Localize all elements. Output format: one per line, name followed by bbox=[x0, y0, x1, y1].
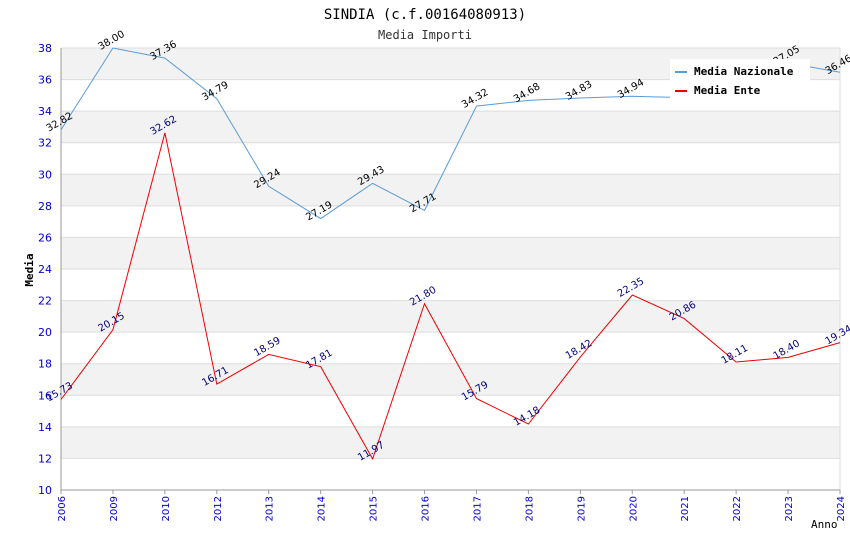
legend-label-nazionale: Media Nazionale bbox=[694, 65, 794, 78]
background-band bbox=[61, 174, 840, 206]
data-label: 18.40 bbox=[772, 338, 802, 362]
background-band bbox=[61, 300, 840, 333]
x-tick-label: 2021 bbox=[680, 496, 691, 521]
y-tick-label: 22 bbox=[38, 295, 52, 308]
series-line-ente bbox=[60, 132, 841, 461]
y-tick-labels: 10 12 14 16 18 20 22 24 26 28 30 32 34 36 38 bbox=[38, 42, 52, 497]
x-tick-label: 2022 bbox=[732, 496, 743, 521]
data-label: 14.18 bbox=[512, 405, 542, 429]
data-label: 34.79 bbox=[200, 80, 230, 104]
plot-background-bands bbox=[61, 48, 840, 459]
data-label: 34.68 bbox=[512, 81, 542, 105]
x-tick-label: 2017 bbox=[472, 496, 483, 521]
x-tick-label: 2014 bbox=[317, 496, 328, 521]
x-tick-label: 2023 bbox=[784, 496, 795, 521]
x-tick-label: 2019 bbox=[576, 496, 587, 521]
y-tick-label: 32 bbox=[38, 137, 52, 150]
y-tick-label: 18 bbox=[38, 358, 52, 371]
x-tick-label: 2018 bbox=[524, 496, 535, 521]
y-tick-label: 38 bbox=[38, 42, 52, 55]
data-label: 34.94 bbox=[616, 77, 646, 101]
y-tick-label: 10 bbox=[38, 484, 52, 497]
y-tick-label: 12 bbox=[38, 452, 52, 465]
data-label: 34.32 bbox=[460, 87, 490, 111]
data-label: 18.11 bbox=[720, 343, 750, 367]
legend-label-ente: Media Ente bbox=[694, 84, 761, 97]
background-band bbox=[61, 426, 840, 459]
chart-title: SINDIA (c.f.00164080913) bbox=[324, 7, 526, 23]
background-band bbox=[61, 237, 840, 269]
x-tick-label: 2006 bbox=[57, 496, 68, 521]
background-band bbox=[61, 111, 840, 143]
x-tick-label: 2024 bbox=[836, 496, 847, 521]
x-tick-label: 2016 bbox=[421, 496, 432, 521]
legend-box bbox=[670, 59, 810, 101]
y-tick-label: 34 bbox=[38, 105, 52, 118]
background-band bbox=[61, 363, 840, 396]
y-tick-label: 14 bbox=[38, 421, 52, 434]
chart-subtitle: Media Importi bbox=[378, 28, 472, 42]
x-tick-labels: 2006 2009 2010 2012 2013 2014 2015 2016 2017 2018… bbox=[57, 490, 847, 521]
data-label: 15.73 bbox=[45, 380, 75, 404]
x-tick-label: 2013 bbox=[265, 496, 276, 521]
x-tick-label: 2020 bbox=[628, 496, 639, 521]
y-tick-label: 30 bbox=[38, 168, 52, 181]
y-tick-label: 16 bbox=[38, 389, 52, 402]
x-tick-label: 2012 bbox=[213, 496, 224, 521]
gridlines bbox=[61, 47, 841, 491]
data-label: 34.83 bbox=[564, 79, 594, 103]
y-tick-label: 24 bbox=[38, 263, 52, 276]
y-tick-label: 36 bbox=[38, 74, 52, 87]
y-axis-label: Media bbox=[23, 253, 36, 286]
y-tick-label: 28 bbox=[38, 200, 52, 213]
x-tick-label: 2009 bbox=[109, 496, 120, 521]
x-tick-label: 2010 bbox=[161, 496, 172, 521]
y-tick-label: 26 bbox=[38, 231, 52, 244]
y-tick-label: 20 bbox=[38, 326, 52, 339]
legend: Media Nazionale Media Ente bbox=[670, 59, 810, 101]
x-tick-label: 2015 bbox=[369, 496, 380, 521]
x-axis-label: Anno bbox=[811, 518, 838, 531]
